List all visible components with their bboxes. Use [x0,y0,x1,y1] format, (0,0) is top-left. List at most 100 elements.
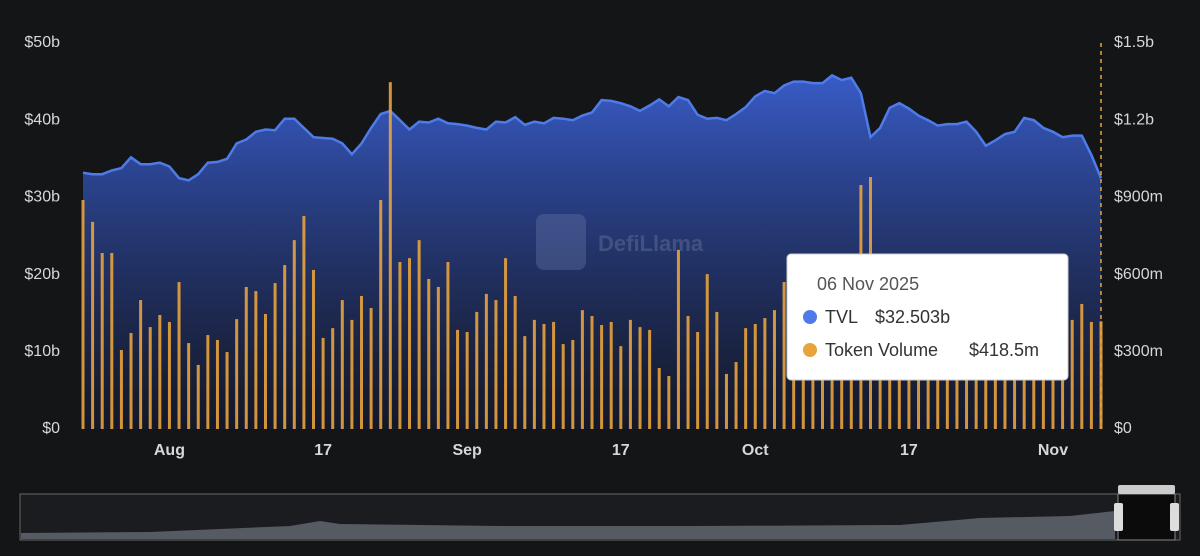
volume-bar [772,310,776,429]
volume-bar [494,300,498,429]
volume-bar [1032,339,1036,429]
y2-tick-label: $1.2b [1114,111,1154,128]
volume-bar [110,252,114,429]
volume-bar [542,324,546,429]
y-tick-label: $50b [24,34,60,51]
volume-bar [686,316,690,429]
volume-bar [100,252,104,429]
volume-bar [1089,321,1093,429]
tvl-line [82,73,1103,182]
volume-bar [1099,321,1103,429]
volume-bar [609,321,613,429]
volume-bar [600,325,604,429]
tooltip-name: TVL [825,307,858,327]
volume-bar [427,278,431,429]
tooltip-box [786,253,1069,381]
volume-bar [456,329,460,429]
volume-bar [321,337,325,429]
x-tick-label: 17 [314,442,332,459]
y-tick-label: $30b [24,189,60,206]
volume-bar [177,282,181,429]
volume-bar [360,295,364,429]
volume-bar [465,331,469,429]
volume-bar [580,310,584,429]
volume-bar [350,319,354,429]
volume-bar [734,362,738,429]
volume-bar [292,240,296,429]
tooltip-dot [803,310,817,324]
volume-bar [379,199,383,429]
y-tick-label: $20b [24,266,60,283]
navigator-area [21,511,1115,539]
tooltip-value: $32.503b [875,307,950,327]
volume-bar [523,336,527,429]
volume-bar [638,327,642,429]
volume-bar [965,339,969,429]
volume-bar [408,258,412,429]
volume-bar [715,311,719,429]
tooltip-dot [803,343,817,357]
x-tick-label: 17 [900,442,918,459]
y-tick-label: $40b [24,111,60,128]
volume-bar [724,373,728,429]
volume-bar [475,311,479,429]
x-tick-label: Aug [154,442,185,459]
volume-bar [648,329,652,429]
volume-bar [1061,339,1065,429]
navigator-grip[interactable] [1118,485,1175,494]
volume-bar [993,339,997,429]
x-tick-label: Oct [742,442,769,459]
volume-bar [283,265,287,429]
x-tick-label: Sep [452,442,482,459]
tooltip-date: 06 Nov 2025 [817,274,919,294]
volume-bar [417,240,421,429]
volume-bar [158,315,162,429]
volume-bar [504,258,508,429]
volume-bar [273,283,277,429]
navigator [19,485,1181,541]
volume-bar [657,368,661,429]
x-tick-label: 17 [612,442,630,459]
volume-bar [91,221,95,429]
volume-bar [369,308,373,429]
volume-bar [148,327,152,429]
tooltip-value: $418.5m [969,340,1039,360]
y2-tick-label: $0 [1114,420,1132,437]
y2-tick-label: $1.5b [1114,34,1154,51]
volume-bar [753,324,757,429]
watermark: DefiLlama [598,231,704,256]
volume-bar [244,286,248,429]
volume-bar [388,82,392,429]
volume-bar [311,269,315,429]
x-tick-label: Nov [1038,442,1068,459]
volume-bar [129,333,133,429]
volume-bar [744,328,748,429]
volume-bar [436,286,440,429]
volume-bar [782,282,786,429]
volume-bar [513,295,517,429]
navigator-handle[interactable] [1114,503,1123,531]
volume-bar [907,339,911,429]
navigator-handle[interactable] [1170,503,1179,531]
volume-bar [235,319,239,429]
volume-bar [532,319,536,429]
volume-bar [446,261,450,429]
volume-bar [263,313,267,429]
volume-bar [811,335,815,429]
tooltip-name: Token Volume [825,340,938,360]
volume-bar [206,335,210,429]
navigator-window[interactable] [1117,493,1176,541]
volume-bar [628,319,632,429]
volume-bar [1070,319,1074,429]
volume-bar [1022,335,1026,429]
volume-bar [705,274,709,429]
y-tick-label: $0 [42,420,60,437]
volume-bar [398,261,402,429]
volume-bar [676,249,680,429]
y-tick-label: $10b [24,343,60,360]
volume-bar [696,331,700,429]
volume-bar [302,215,306,429]
watermark-logo [536,214,586,270]
